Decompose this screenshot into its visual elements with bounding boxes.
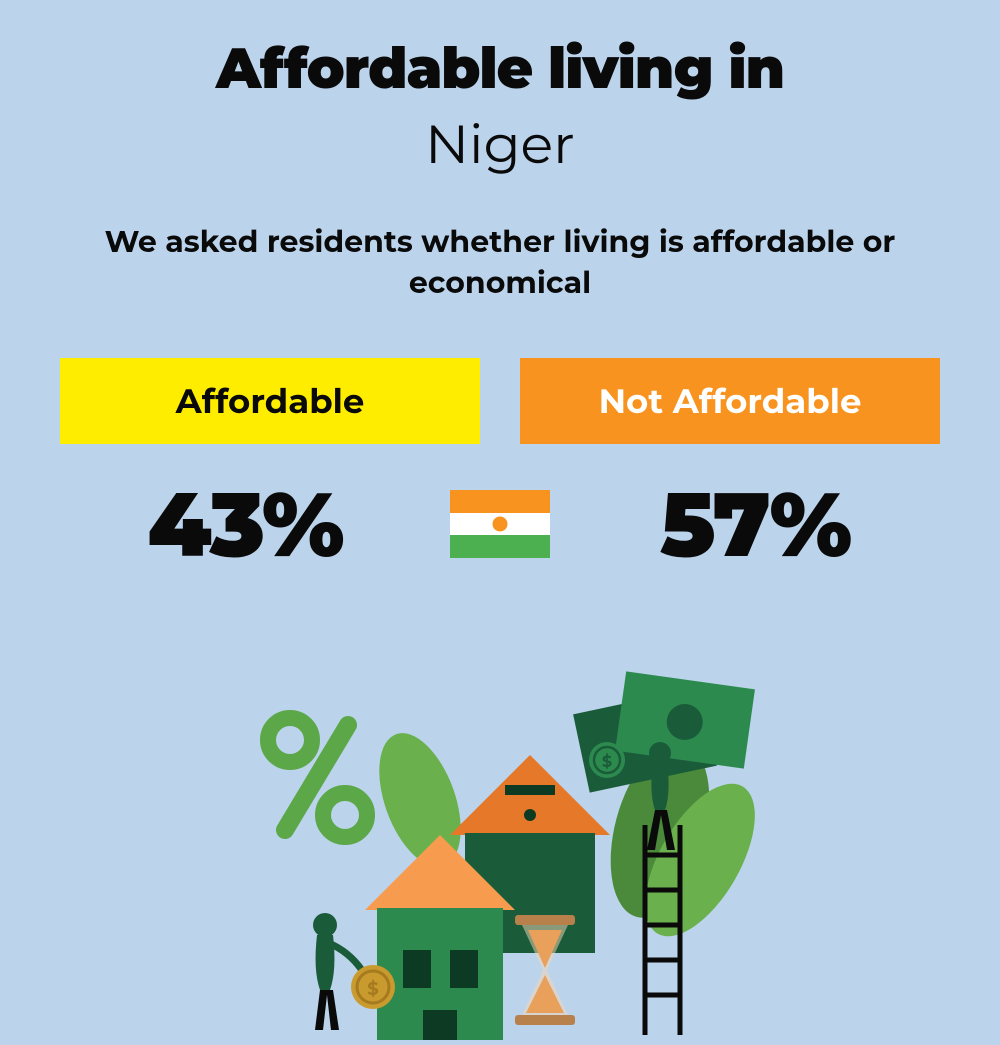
value-not-affordable: 57%: [570, 469, 940, 579]
value-affordable: 43%: [60, 469, 430, 579]
flag-stripe-top: [450, 490, 550, 513]
values-row: 43% 57%: [0, 469, 1000, 579]
subtitle: We asked residents whether living is aff…: [0, 222, 1000, 303]
svg-text:$: $: [367, 978, 378, 1000]
flag-circle: [493, 517, 508, 532]
labels-row: Affordable Not Affordable: [0, 358, 1000, 444]
flag-stripe-middle: [450, 513, 550, 536]
housing-illustration: $ $: [200, 660, 800, 1040]
svg-text:$: $: [602, 753, 612, 772]
flag-stripe-bottom: [450, 535, 550, 558]
niger-flag-icon: [450, 490, 550, 558]
title-line1: Affordable living in: [0, 0, 1000, 103]
percent-icon: [268, 718, 367, 837]
label-affordable: Affordable: [60, 358, 480, 444]
title-line2: Niger: [0, 111, 1000, 177]
label-not-affordable: Not Affordable: [520, 358, 940, 444]
